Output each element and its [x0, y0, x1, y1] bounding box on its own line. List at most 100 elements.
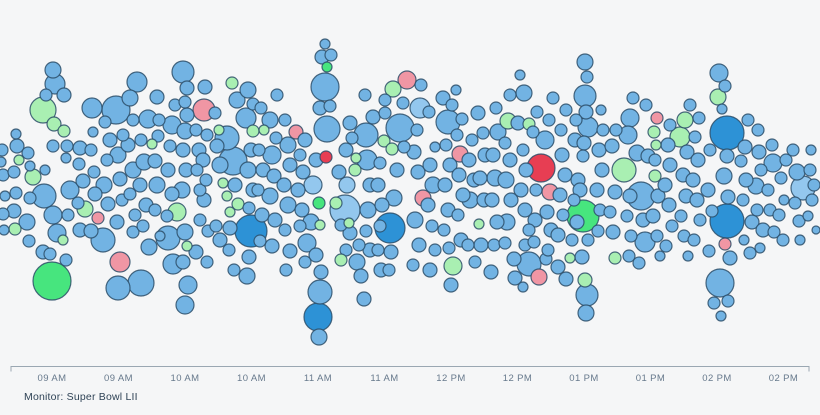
bubble[interactable]: [334, 253, 348, 267]
bubble[interactable]: [648, 153, 662, 167]
bubble[interactable]: [279, 263, 293, 277]
bubble[interactable]: [128, 208, 142, 222]
bubble[interactable]: [576, 53, 594, 71]
bubble[interactable]: [60, 139, 74, 153]
bubble[interactable]: [121, 89, 139, 107]
bubble[interactable]: [451, 208, 465, 222]
bubble[interactable]: [788, 196, 802, 210]
bubble[interactable]: [645, 208, 661, 224]
bubble[interactable]: [21, 146, 35, 160]
bubble[interactable]: [39, 164, 51, 176]
bubble[interactable]: [190, 163, 204, 177]
bubble[interactable]: [465, 133, 479, 147]
bubble[interactable]: [264, 238, 280, 254]
bubble[interactable]: [406, 258, 420, 272]
bubble[interactable]: [445, 98, 459, 112]
bubble[interactable]: [246, 124, 260, 138]
bubble[interactable]: [527, 212, 543, 228]
bubble[interactable]: [443, 256, 463, 276]
bubble[interactable]: [338, 142, 354, 158]
bubble[interactable]: [659, 239, 673, 253]
bubble[interactable]: [564, 252, 576, 264]
bubble[interactable]: [718, 237, 732, 251]
bubble[interactable]: [503, 192, 519, 208]
bubble[interactable]: [425, 219, 439, 233]
bubble[interactable]: [591, 224, 605, 238]
bubble[interactable]: [450, 128, 464, 142]
bubble[interactable]: [266, 168, 282, 184]
bubble[interactable]: [442, 241, 456, 255]
bubble[interactable]: [559, 103, 573, 117]
bubble[interactable]: [164, 186, 180, 202]
bubble[interactable]: [811, 225, 820, 235]
bubble[interactable]: [650, 139, 662, 151]
bubble[interactable]: [356, 291, 372, 307]
bubble[interactable]: [682, 250, 694, 262]
bubble[interactable]: [709, 88, 727, 106]
bubble[interactable]: [348, 163, 362, 177]
bubble[interactable]: [805, 193, 819, 207]
bubble[interactable]: [295, 164, 311, 180]
bubble[interactable]: [410, 123, 424, 137]
bubble[interactable]: [116, 128, 130, 142]
bubble[interactable]: [227, 177, 243, 193]
bubble[interactable]: [577, 304, 595, 322]
bubble[interactable]: [514, 69, 526, 81]
bubble[interactable]: [321, 61, 333, 73]
bubble[interactable]: [516, 143, 530, 157]
bubble[interactable]: [786, 143, 800, 157]
bubble[interactable]: [310, 72, 340, 102]
bubble[interactable]: [378, 93, 392, 107]
bubble[interactable]: [715, 167, 733, 185]
bubble[interactable]: [61, 208, 75, 222]
bubble[interactable]: [39, 88, 53, 102]
bubble[interactable]: [239, 161, 257, 179]
bubble[interactable]: [314, 219, 326, 231]
bubble[interactable]: [13, 154, 25, 166]
bubble[interactable]: [83, 223, 99, 239]
bubble[interactable]: [484, 192, 500, 208]
bubble[interactable]: [276, 177, 292, 193]
bubble[interactable]: [293, 219, 307, 233]
bubble[interactable]: [639, 98, 653, 112]
bubble[interactable]: [358, 88, 372, 102]
bubble[interactable]: [140, 238, 158, 256]
bubble[interactable]: [705, 204, 719, 218]
bubble[interactable]: [193, 213, 207, 227]
bubble[interactable]: [0, 156, 7, 168]
bubble[interactable]: [222, 220, 238, 236]
bubble[interactable]: [609, 123, 623, 137]
bubble[interactable]: [308, 247, 324, 263]
bubble[interactable]: [211, 156, 229, 174]
bubble[interactable]: [370, 177, 386, 193]
bubble[interactable]: [574, 249, 590, 265]
bubble[interactable]: [529, 183, 543, 197]
bubble[interactable]: [350, 152, 362, 164]
bubble[interactable]: [676, 111, 694, 129]
bubble[interactable]: [72, 157, 86, 171]
bubble[interactable]: [43, 205, 63, 225]
bubble[interactable]: [605, 224, 621, 240]
bubble[interactable]: [189, 123, 203, 137]
bubble[interactable]: [178, 95, 192, 109]
bubble[interactable]: [59, 253, 73, 267]
bubble[interactable]: [154, 230, 166, 242]
bubble[interactable]: [221, 190, 233, 202]
bubble[interactable]: [278, 113, 292, 127]
bubble[interactable]: [422, 157, 438, 173]
bubble[interactable]: [136, 219, 150, 233]
bubble[interactable]: [313, 264, 329, 280]
bubble[interactable]: [200, 255, 214, 269]
bubble[interactable]: [384, 80, 402, 98]
bubble[interactable]: [443, 277, 459, 293]
bubble[interactable]: [473, 218, 485, 230]
bubble[interactable]: [377, 134, 391, 148]
bubble[interactable]: [569, 214, 585, 230]
bubble[interactable]: [751, 144, 767, 160]
bubble[interactable]: [24, 160, 36, 172]
bubble[interactable]: [146, 138, 158, 150]
bubble[interactable]: [539, 204, 555, 220]
bubble[interactable]: [8, 222, 22, 236]
bubble[interactable]: [554, 147, 570, 163]
bubble[interactable]: [261, 111, 279, 129]
